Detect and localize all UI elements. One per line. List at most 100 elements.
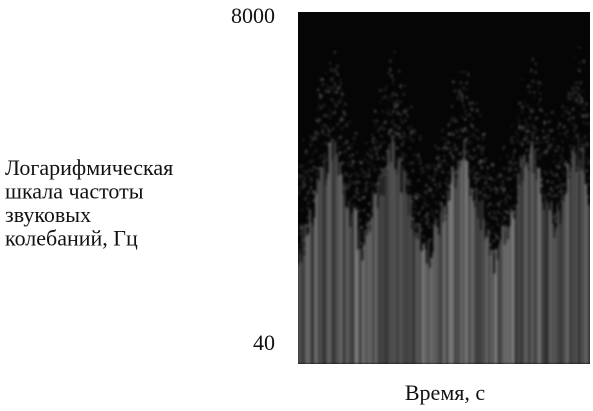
spectrogram-speckle	[570, 117, 572, 119]
spectrogram-speckle	[466, 152, 468, 154]
spectrogram-speckle	[331, 79, 333, 81]
spectrogram-speckle	[495, 233, 497, 235]
spectrogram-speckle	[420, 158, 422, 160]
spectrogram-speckle	[573, 88, 575, 90]
spectrogram-speckle	[358, 210, 360, 212]
spectrogram-speckle	[526, 123, 528, 125]
spectrogram-speckle	[415, 206, 417, 208]
spectrogram-speckle	[493, 211, 495, 213]
spectrogram-speckle	[495, 212, 497, 214]
spectrogram-speckle	[441, 163, 443, 165]
spectrogram-speckle	[375, 110, 377, 112]
spectrogram-speckle	[502, 148, 504, 150]
spectrogram-speckle	[309, 190, 311, 192]
spectrogram-speckle	[550, 187, 552, 189]
spectrogram-speckle	[351, 198, 353, 200]
spectrogram-speckle	[493, 170, 495, 172]
spectrogram-speckle	[577, 87, 579, 89]
spectrogram-speckle	[502, 189, 504, 191]
spectrogram-speckle	[358, 221, 360, 223]
spectrogram-speckle	[498, 224, 500, 226]
spectrogram-speckle	[525, 100, 527, 102]
spectrogram-speckle	[337, 140, 339, 142]
spectrogram-speckle	[501, 213, 503, 215]
spectrogram-speckle	[519, 102, 521, 104]
spectrogram-speckle	[418, 153, 420, 155]
spectrogram-speckle	[420, 138, 422, 140]
spectrogram-speckle	[532, 80, 534, 82]
spectrogram-speckle	[426, 172, 428, 174]
spectrogram-speckle	[529, 108, 531, 110]
spectrogram-speckle	[352, 147, 354, 149]
spectrogram-speckle	[423, 206, 425, 208]
spectrogram-speckle	[384, 158, 386, 160]
spectrogram-speckle	[582, 144, 584, 146]
spectrogram-speckle	[552, 181, 554, 183]
spectrogram-speckle	[417, 157, 419, 159]
spectrogram-speckle	[442, 129, 444, 131]
spectrogram-speckle	[388, 108, 390, 110]
spectrogram-speckle	[550, 131, 552, 133]
spectrogram-speckle	[399, 133, 401, 135]
spectrogram-speckle	[405, 120, 407, 122]
spectrogram-speckle	[321, 107, 323, 109]
spectrogram-speckle	[435, 168, 437, 170]
spectrogram-speckle	[510, 161, 512, 163]
spectrogram-speckle	[427, 213, 429, 215]
spectrogram-speckle	[558, 203, 560, 205]
spectrogram-speckle	[321, 125, 323, 127]
spectrogram-speckle	[486, 197, 488, 199]
spectrogram-speckle	[538, 103, 540, 105]
spectrogram-speckle	[429, 164, 431, 166]
spectrogram-speckle	[391, 128, 393, 130]
spectrogram-speckle	[348, 161, 350, 163]
spectrogram-speckle	[325, 133, 327, 135]
spectrogram-speckle	[414, 211, 416, 213]
spectrogram-speckle	[448, 133, 450, 135]
spectrogram-speckle	[469, 104, 471, 106]
spectrogram-speckle	[568, 94, 570, 96]
spectrogram-speckle	[306, 197, 308, 199]
spectrogram-speckle	[439, 183, 441, 185]
spectrogram-speckle	[559, 166, 561, 168]
spectrogram-speckle	[439, 186, 441, 188]
spectrogram-speckle	[573, 117, 575, 119]
spectrogram-speckle	[553, 174, 555, 176]
spectrogram-speckle	[475, 175, 477, 177]
spectrogram-speckle	[490, 232, 492, 234]
spectrogram-speckle	[493, 179, 495, 181]
spectrogram-speckle	[465, 128, 467, 130]
spectrogram-speckle	[538, 87, 540, 89]
spectrogram-speckle	[403, 93, 405, 95]
spectrogram-speckle	[376, 120, 378, 122]
spectrogram-speckle	[367, 214, 369, 216]
spectrogram-speckle	[409, 180, 411, 182]
spectrogram-speckle	[481, 167, 483, 169]
spectrogram-speckle	[468, 130, 470, 132]
spectrogram-speckle	[525, 104, 527, 106]
spectrogram-speckle	[421, 196, 423, 198]
spectrogram-speckle	[498, 211, 500, 213]
spectrogram-speckle	[519, 125, 521, 127]
spectrogram-speckle	[456, 120, 458, 122]
spectrogram-speckle	[483, 138, 485, 140]
spectrogram-speckle	[357, 151, 359, 153]
spectrogram-speckle	[576, 91, 578, 93]
spectrogram-speckle	[472, 125, 474, 127]
spectrogram-speckle	[576, 99, 578, 101]
spectrogram-speckle	[375, 184, 377, 186]
spectrogram-speckle	[393, 83, 395, 85]
spectrogram-speckle	[559, 123, 561, 125]
spectrogram-speckle	[366, 190, 368, 192]
spectrogram-speckle	[513, 157, 515, 159]
spectrogram-speckle	[540, 92, 542, 94]
spectrogram-speckle	[486, 176, 488, 178]
spectrogram-speckle	[466, 82, 468, 84]
spectrogram-speckle	[316, 131, 318, 133]
spectrogram-speckle	[510, 169, 512, 171]
spectrogram-speckle	[460, 153, 462, 155]
spectrogram-speckle	[393, 79, 395, 81]
spectrogram-speckle	[378, 158, 380, 160]
spectrogram-speckle	[399, 157, 401, 159]
spectrogram-speckle	[360, 226, 362, 228]
